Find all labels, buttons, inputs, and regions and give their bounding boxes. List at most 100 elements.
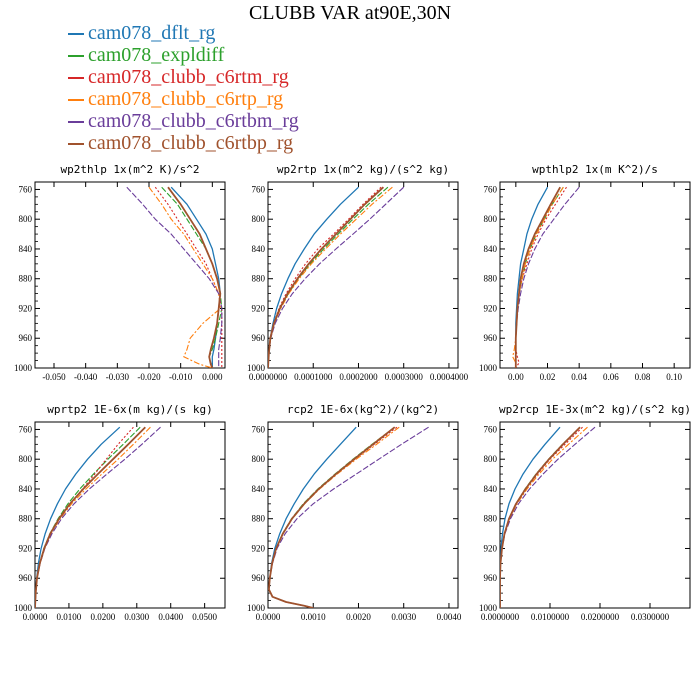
y-tick-label: 800: [252, 454, 266, 464]
panel-title: wp2thlp 1x(m^2 K)/s^2: [60, 163, 199, 176]
series-line: [500, 426, 596, 608]
y-tick-label: 920: [252, 543, 266, 553]
legend-label: cam078_dflt_rg: [88, 22, 216, 44]
x-tick-label: 0.0500: [192, 612, 217, 622]
x-tick-label: 0.0010: [301, 612, 326, 622]
legend-item: cam078_clubb_c6rtbm_rg: [68, 110, 299, 132]
series-line: [515, 186, 580, 368]
x-tick-label: -0.010: [169, 372, 193, 382]
series-line: [268, 186, 389, 368]
series-line: [148, 186, 221, 368]
y-tick-label: 840: [19, 244, 33, 254]
x-tick-label: 0.0300000: [631, 612, 670, 622]
series-group: [126, 186, 223, 368]
x-tick-label: 0.02: [540, 372, 556, 382]
y-tick-label: 760: [484, 184, 498, 194]
series-line: [500, 426, 581, 608]
y-tick-label: 880: [484, 274, 498, 284]
y-tick-label: 840: [252, 244, 266, 254]
legend-label: cam078_expldiff: [88, 44, 225, 66]
series-line: [35, 426, 161, 608]
y-tick-label: 1000: [247, 603, 266, 613]
series-line: [268, 186, 382, 368]
x-tick-label: 0.10: [666, 372, 682, 382]
y-tick-label: 840: [252, 484, 266, 494]
legend-label: cam078_clubb_c6rtbp_rg: [88, 132, 294, 154]
legend-swatch: [68, 77, 84, 80]
series-line: [500, 426, 588, 608]
plot-frame: [499, 181, 691, 369]
y-tick-label: 1000: [14, 603, 33, 613]
x-tick-label: 0.0020: [346, 612, 371, 622]
x-tick-label: 0.0004000: [430, 372, 469, 382]
series-line: [500, 426, 583, 608]
legend-swatch: [68, 55, 84, 58]
series-line: [268, 426, 398, 608]
y-tick-label: 760: [252, 424, 266, 434]
chart-panel: wpthlp2 1x(m K^2)/s 760 800 840 880 920 960 100…: [479, 163, 691, 382]
series-group: [268, 186, 405, 368]
x-tick-label: 0.0400: [158, 612, 183, 622]
chart-panel: rcp2 1E-6x(kg^2)/(kg^2) 760 800 840 880 920 96…: [247, 403, 462, 622]
legend-item: cam078_expldiff: [68, 44, 299, 66]
series-line: [500, 426, 561, 608]
y-tick-label: 920: [484, 303, 498, 313]
y-tick-label: 1000: [14, 363, 33, 373]
y-tick-label: 800: [19, 214, 33, 224]
x-tick-label: 0.0000000: [481, 612, 520, 622]
x-tick-label: -0.050: [42, 372, 66, 382]
x-tick-label: 0.06: [603, 372, 619, 382]
series-line: [514, 186, 561, 368]
plot-frame: [267, 421, 459, 609]
figure-title: CLUBB VAR at90E,30N: [248, 2, 452, 24]
panel-title: rcp2 1E-6x(kg^2)/(kg^2): [287, 403, 439, 416]
y-tick-label: 880: [484, 514, 498, 524]
y-tick-label: 960: [19, 333, 33, 343]
legend-swatch: [68, 143, 84, 146]
y-tick-label: 920: [484, 543, 498, 553]
x-tick-label: 0.0000: [23, 612, 48, 622]
y-tick-label: 880: [19, 514, 33, 524]
x-tick-label: 0.04: [571, 372, 587, 382]
y-tick-label: 960: [484, 333, 498, 343]
y-tick-label: 880: [252, 274, 266, 284]
y-tick-label: 960: [252, 573, 266, 583]
series-line: [268, 186, 393, 368]
x-tick-label: 0.0300: [124, 612, 149, 622]
legend-label: cam078_clubb_c6rtm_rg: [88, 66, 289, 88]
y-tick-label: 840: [19, 484, 33, 494]
panel-title: wp2rtp 1x(m^2 kg)/(s^2 kg): [277, 163, 449, 176]
x-tick-label: 0.0003000: [385, 372, 424, 382]
panel-title: wp2rcp 1E-3x(m^2 kg)/(s^2 kg): [499, 403, 691, 416]
legend-item: cam078_clubb_c6rtbp_rg: [68, 132, 299, 154]
panel-title: wpthlp2 1x(m K^2)/s: [532, 163, 658, 176]
series-line: [515, 186, 567, 368]
chart-panel: wprtp2 1E-6x(m kg)/(s kg) 760 800 840 880 920…: [14, 403, 226, 622]
series-line: [268, 426, 396, 608]
y-tick-label: 800: [19, 454, 33, 464]
x-tick-label: 0.0001000: [294, 372, 333, 382]
y-tick-label: 1000: [247, 363, 266, 373]
y-tick-label: 960: [252, 333, 266, 343]
x-tick-label: -0.040: [74, 372, 98, 382]
legend: cam078_dflt_rg cam078_expldiff cam078_cl…: [68, 22, 299, 154]
y-tick-label: 880: [252, 514, 266, 524]
y-tick-label: 760: [252, 184, 266, 194]
y-tick-label: 920: [19, 543, 33, 553]
x-tick-label: -0.020: [137, 372, 161, 382]
series-line: [126, 186, 223, 368]
series-group: [35, 426, 161, 608]
series-group: [500, 426, 596, 608]
x-tick-label: 0.0000: [256, 612, 281, 622]
y-tick-label: 800: [252, 214, 266, 224]
y-tick-label: 760: [19, 184, 33, 194]
y-tick-label: 960: [484, 573, 498, 583]
y-tick-label: 920: [252, 303, 266, 313]
plot-frame: [34, 421, 226, 609]
series-line: [268, 186, 385, 368]
x-tick-label: 0.0200: [90, 612, 115, 622]
x-tick-label: 0.0002000: [339, 372, 378, 382]
series-line: [167, 186, 222, 368]
x-tick-label: 0.0200000: [581, 612, 620, 622]
x-tick-label: 0.08: [635, 372, 651, 382]
